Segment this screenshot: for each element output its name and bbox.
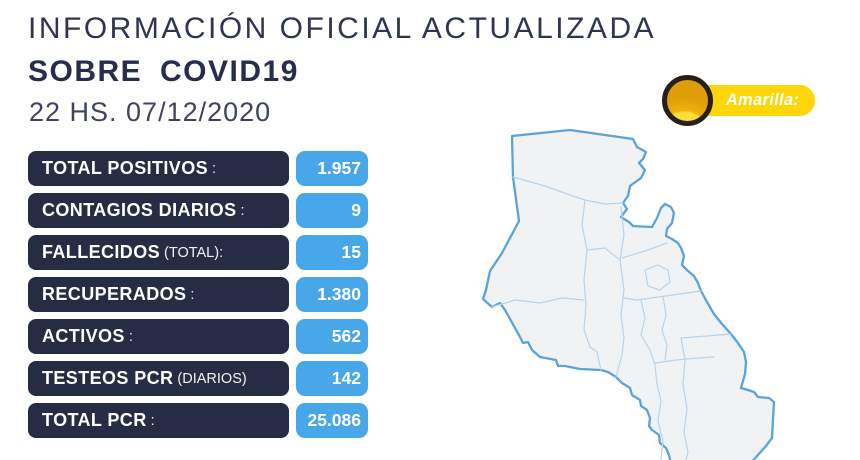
stat-label: TESTEOS PCR (42, 368, 174, 388)
stat-label: TOTAL PCR (42, 410, 147, 430)
stat-row-total-positivos: TOTAL POSITIVOS : 1.957 (28, 151, 368, 186)
stat-value: 562 (296, 319, 368, 354)
page-title-line2: SOBRE COVID19 (28, 55, 299, 88)
stat-label-bar: CONTAGIOS DIARIOS : (28, 193, 289, 228)
status-badge-label: Amarilla: (725, 91, 800, 109)
stat-label-bar: TOTAL POSITIVOS : (28, 151, 289, 186)
stat-label-suffix: : (150, 412, 155, 429)
stat-row-activos: ACTIVOS : 562 (28, 319, 368, 354)
stat-value: 1.380 (296, 277, 368, 312)
stat-row-total-pcr: TOTAL PCR : 25.086 (28, 403, 368, 438)
stat-row-recuperados: RECUPERADOS : 1.380 (28, 277, 368, 312)
catamarca-province-map (481, 128, 776, 460)
stat-label-suffix: (TOTAL): (164, 244, 224, 261)
stat-label: RECUPERADOS (42, 284, 187, 304)
yellow-sphere-icon (662, 75, 713, 126)
department-borders (491, 176, 732, 460)
stat-label-suffix: : (212, 160, 217, 177)
stat-label: FALLECIDOS (42, 242, 161, 262)
report-datetime: 22 HS. 07/12/2020 (29, 97, 272, 127)
stat-label-bar: TOTAL PCR : (28, 403, 289, 438)
province-outer-border (481, 128, 776, 460)
stat-label-bar: TESTEOS PCR (DIARIOS) (28, 361, 289, 396)
stat-label-suffix: : (190, 286, 195, 303)
stat-label: TOTAL POSITIVOS (42, 158, 209, 178)
stat-label-bar: FALLECIDOS (TOTAL): (28, 235, 289, 270)
stat-label-suffix: : (128, 328, 133, 345)
stat-row-testeos-pcr: TESTEOS PCR (DIARIOS) 142 (28, 361, 368, 396)
stat-label: ACTIVOS (42, 326, 125, 346)
page-title-line1: INFORMACIÓN OFICIAL ACTUALIZADA (28, 12, 657, 45)
stat-row-contagios-diarios: CONTAGIOS DIARIOS : 9 (28, 193, 368, 228)
stat-label-suffix: : (240, 202, 245, 219)
stat-value: 9 (296, 193, 368, 228)
stat-value: 25.086 (296, 403, 368, 438)
stat-row-fallecidos: FALLECIDOS (TOTAL): 15 (28, 235, 368, 270)
stat-label-bar: ACTIVOS : (28, 319, 289, 354)
stat-label-suffix: (DIARIOS) (177, 370, 247, 387)
stat-value: 1.957 (296, 151, 368, 186)
stats-panel: TOTAL POSITIVOS : 1.957 CONTAGIOS DIARIO… (28, 151, 368, 445)
stat-label: CONTAGIOS DIARIOS (42, 200, 237, 220)
stat-label-bar: RECUPERADOS : (28, 277, 289, 312)
stat-value: 142 (296, 361, 368, 396)
stat-value: 15 (296, 235, 368, 270)
